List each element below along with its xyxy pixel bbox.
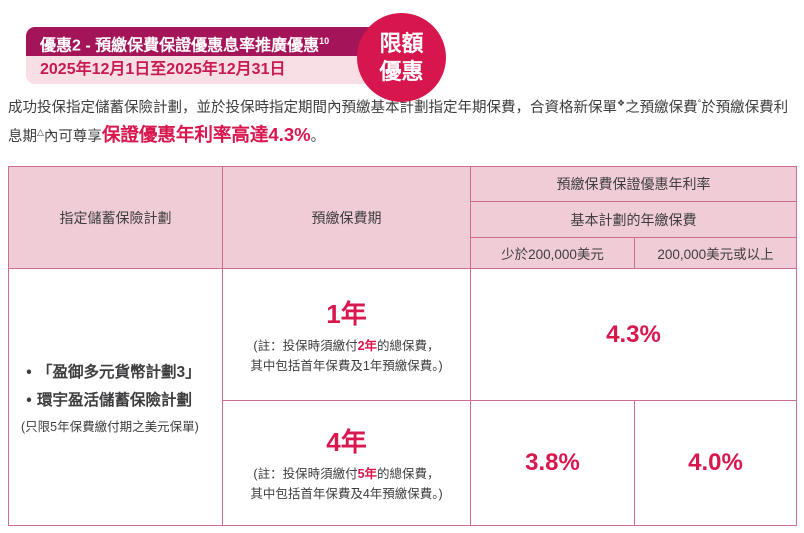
th-over-200k: 200,000美元或以上 — [634, 237, 797, 269]
intro-text-3: 於預繳保費利息期 — [8, 99, 789, 146]
period-cell-1yr: 1年 (註：投保時須繳付2年的總保費， 其中包括首年保費及1年預繳保費。) — [222, 268, 471, 401]
intro-text-4: 內可尊享 — [43, 129, 102, 146]
promo-title-footnote: 10 — [319, 36, 330, 46]
plan-item: • 「盈御多元貨幣計劃3」 — [21, 359, 216, 386]
diamond-footnote-mark: ❖ — [617, 98, 626, 108]
period-note-highlight: 5年 — [357, 467, 378, 481]
th-premium-group: 基本計劃的年繳保費 — [470, 201, 797, 238]
rate-value: 3.8% — [525, 449, 580, 476]
period-note-text: 的總保費， — [377, 338, 440, 353]
promo-title: 優惠2 - 預繳保費保證優惠息率推廣優惠 — [40, 37, 320, 55]
intro-text-5: 。 — [310, 129, 326, 146]
th-under-200k: 少於200,000美元 — [470, 237, 635, 269]
intro-rate-highlight: 保證優惠年利率高達4.3% — [101, 124, 311, 146]
rate-value: 4.0% — [688, 449, 743, 476]
period-value: 1年 — [326, 298, 367, 329]
period-value: 4年 — [326, 427, 367, 457]
period-cell-4yr: 4年 (註：投保時須繳付5年的總保費， 其中包括首年保費及4年預繳保費。) — [222, 400, 471, 526]
bullet-icon: • — [26, 391, 32, 409]
th-rate-group: 預繳保費保證優惠年利率 — [470, 166, 797, 202]
period-note-text: 的總保費， — [377, 467, 440, 481]
triangle-footnote-mark: △ — [37, 127, 44, 138]
plan-item-label: 環宇盈活儲蓄保險計劃 — [37, 391, 193, 409]
period-note-text: 其中包括首年保費及4年預繳保費。) — [250, 487, 443, 501]
intro-text-1: 成功投保指定儲蓄保險計劃，並於投保時指定期間內預繳基本計劃指定年期保費，合資格新… — [8, 99, 617, 116]
plan-item-label: 「盈御多元貨幣計劃3」 — [37, 364, 201, 382]
plan-list-cell: • 「盈御多元貨幣計劃3」 • 環宇盈活儲蓄保險計劃 (只限5年保費繳付期之美元… — [8, 268, 223, 526]
circle-footnote-mark: ° — [697, 98, 702, 108]
promo-date-bar: 2025年12月1日至2025年12月31日 — [26, 56, 384, 84]
th-plan: 指定儲蓄保險計劃 — [8, 166, 223, 269]
promo-date-range: 2025年12月1日至2025年12月31日 — [40, 61, 286, 78]
rate-cell-under-200k: 3.8% — [470, 400, 635, 526]
badge-text-line2: 優惠 — [379, 58, 424, 84]
period-note: (註：投保時須繳付5年的總保費， 其中包括首年保費及4年預繳保費。) — [223, 464, 470, 504]
intro-text-2: 之預繳保費 — [625, 99, 698, 116]
period-note-highlight: 2年 — [357, 338, 378, 353]
bullet-icon: • — [26, 364, 32, 382]
period-note-text: (註：投保時須繳付 — [253, 467, 358, 481]
rate-value: 4.3% — [606, 320, 661, 348]
intro-paragraph: 成功投保指定儲蓄保險計劃，並於投保時指定期間內預繳基本計劃指定年期保費，合資格新… — [8, 96, 798, 150]
th-period: 預繳保費期 — [222, 166, 471, 269]
limited-offer-badge: 限額 優惠 — [357, 13, 446, 102]
period-note: (註：投保時須繳付2年的總保費， 其中包括首年保費及1年預繳保費。) — [223, 336, 470, 376]
badge-text-line1: 限額 — [379, 31, 424, 56]
promo-title-bar: 優惠2 - 預繳保費保證優惠息率推廣優惠10 — [26, 27, 384, 56]
plan-item: • 環宇盈活儲蓄保險計劃 — [21, 387, 216, 414]
rate-table: 指定儲蓄保險計劃 預繳保費期 預繳保費保證優惠年利率 基本計劃的年繳保費 少於2… — [8, 166, 797, 526]
rate-cell-merged: 4.3% — [470, 268, 797, 401]
period-note-text: (註：投保時須繳付 — [253, 338, 358, 353]
plan-note: (只限5年保費繳付期之美元保單) — [21, 419, 199, 434]
period-note-text: 其中包括首年保費及1年預繳保費。) — [250, 358, 443, 373]
rate-cell-over-200k: 4.0% — [634, 400, 797, 526]
